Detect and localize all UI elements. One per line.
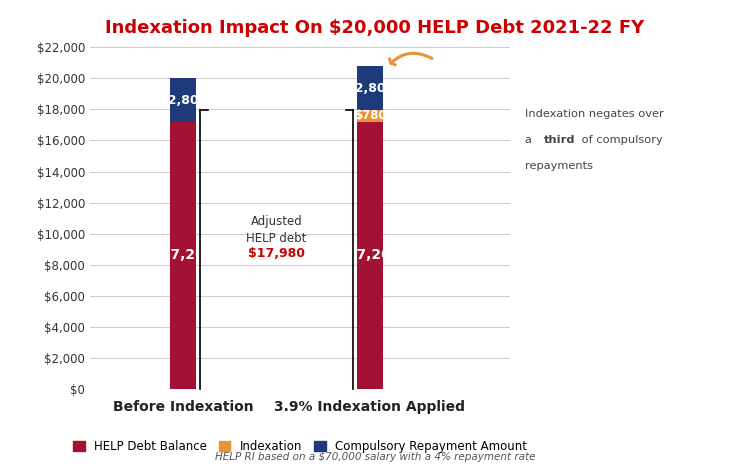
- Bar: [357, 66, 383, 110]
- Text: of compulsory: of compulsory: [578, 135, 663, 145]
- Text: Indexation Impact On $20,000 HELP Debt 2021-22 FY: Indexation Impact On $20,000 HELP Debt 2…: [105, 19, 644, 37]
- Legend: HELP Debt Balance, Indexation, Compulsory Repayment Amount: HELP Debt Balance, Indexation, Compulsor…: [68, 436, 532, 458]
- Text: repayments: repayments: [525, 161, 593, 171]
- Text: $17,200: $17,200: [338, 248, 402, 262]
- Bar: [357, 110, 383, 122]
- Text: $17,980: $17,980: [248, 247, 305, 260]
- Text: $17,200: $17,200: [152, 248, 215, 262]
- Bar: [170, 122, 196, 389]
- Bar: [357, 122, 383, 389]
- Text: HELP RI based on a $70,000 salary with a 4% repayment rate: HELP RI based on a $70,000 salary with a…: [214, 452, 536, 462]
- Text: a: a: [525, 135, 536, 145]
- Text: $2,800: $2,800: [346, 82, 394, 94]
- Text: Indexation negates over: Indexation negates over: [525, 109, 664, 119]
- Bar: [170, 78, 196, 122]
- Text: $2,800: $2,800: [159, 94, 208, 107]
- Text: $780: $780: [354, 109, 386, 122]
- Text: third: third: [544, 135, 575, 145]
- Text: Adjusted
HELP debt: Adjusted HELP debt: [247, 216, 307, 246]
